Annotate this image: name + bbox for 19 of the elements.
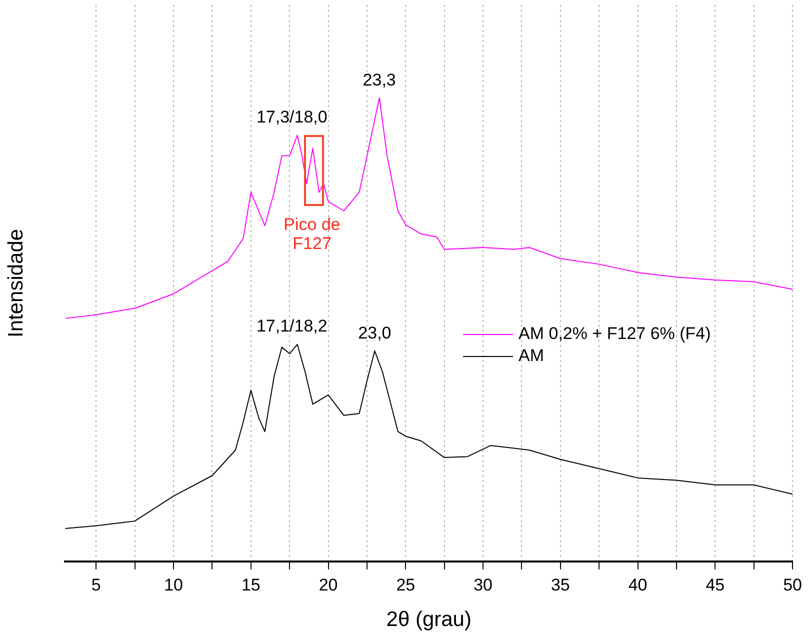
x-tick-label: 10	[164, 575, 183, 594]
x-tick-label: 15	[241, 575, 260, 594]
x-tick-label: 40	[628, 575, 648, 594]
annotation: 17,3/18,0	[256, 108, 328, 128]
x-tick-label: 35	[550, 575, 570, 594]
annotation: 17,1/18,2	[256, 316, 328, 336]
x-tick-label: 50	[783, 575, 802, 594]
x-tick-label: 5	[91, 575, 101, 594]
x-axis-title: 2θ (grau)	[386, 608, 472, 632]
x-tick-label: 20	[318, 575, 338, 594]
x-tick-label: 45	[706, 575, 725, 594]
annotation: Pico de F127	[282, 215, 342, 254]
legend-label: AM 0,2% + F127 6% (F4)	[518, 324, 711, 344]
annotation: 23,3	[362, 70, 396, 90]
y-axis-title: Intensidade	[4, 228, 28, 338]
legend-label: AM	[518, 346, 544, 366]
annotation: 23,0	[358, 323, 392, 343]
x-tick-label: 30	[474, 575, 492, 594]
x-tick-label: 25	[396, 575, 416, 594]
